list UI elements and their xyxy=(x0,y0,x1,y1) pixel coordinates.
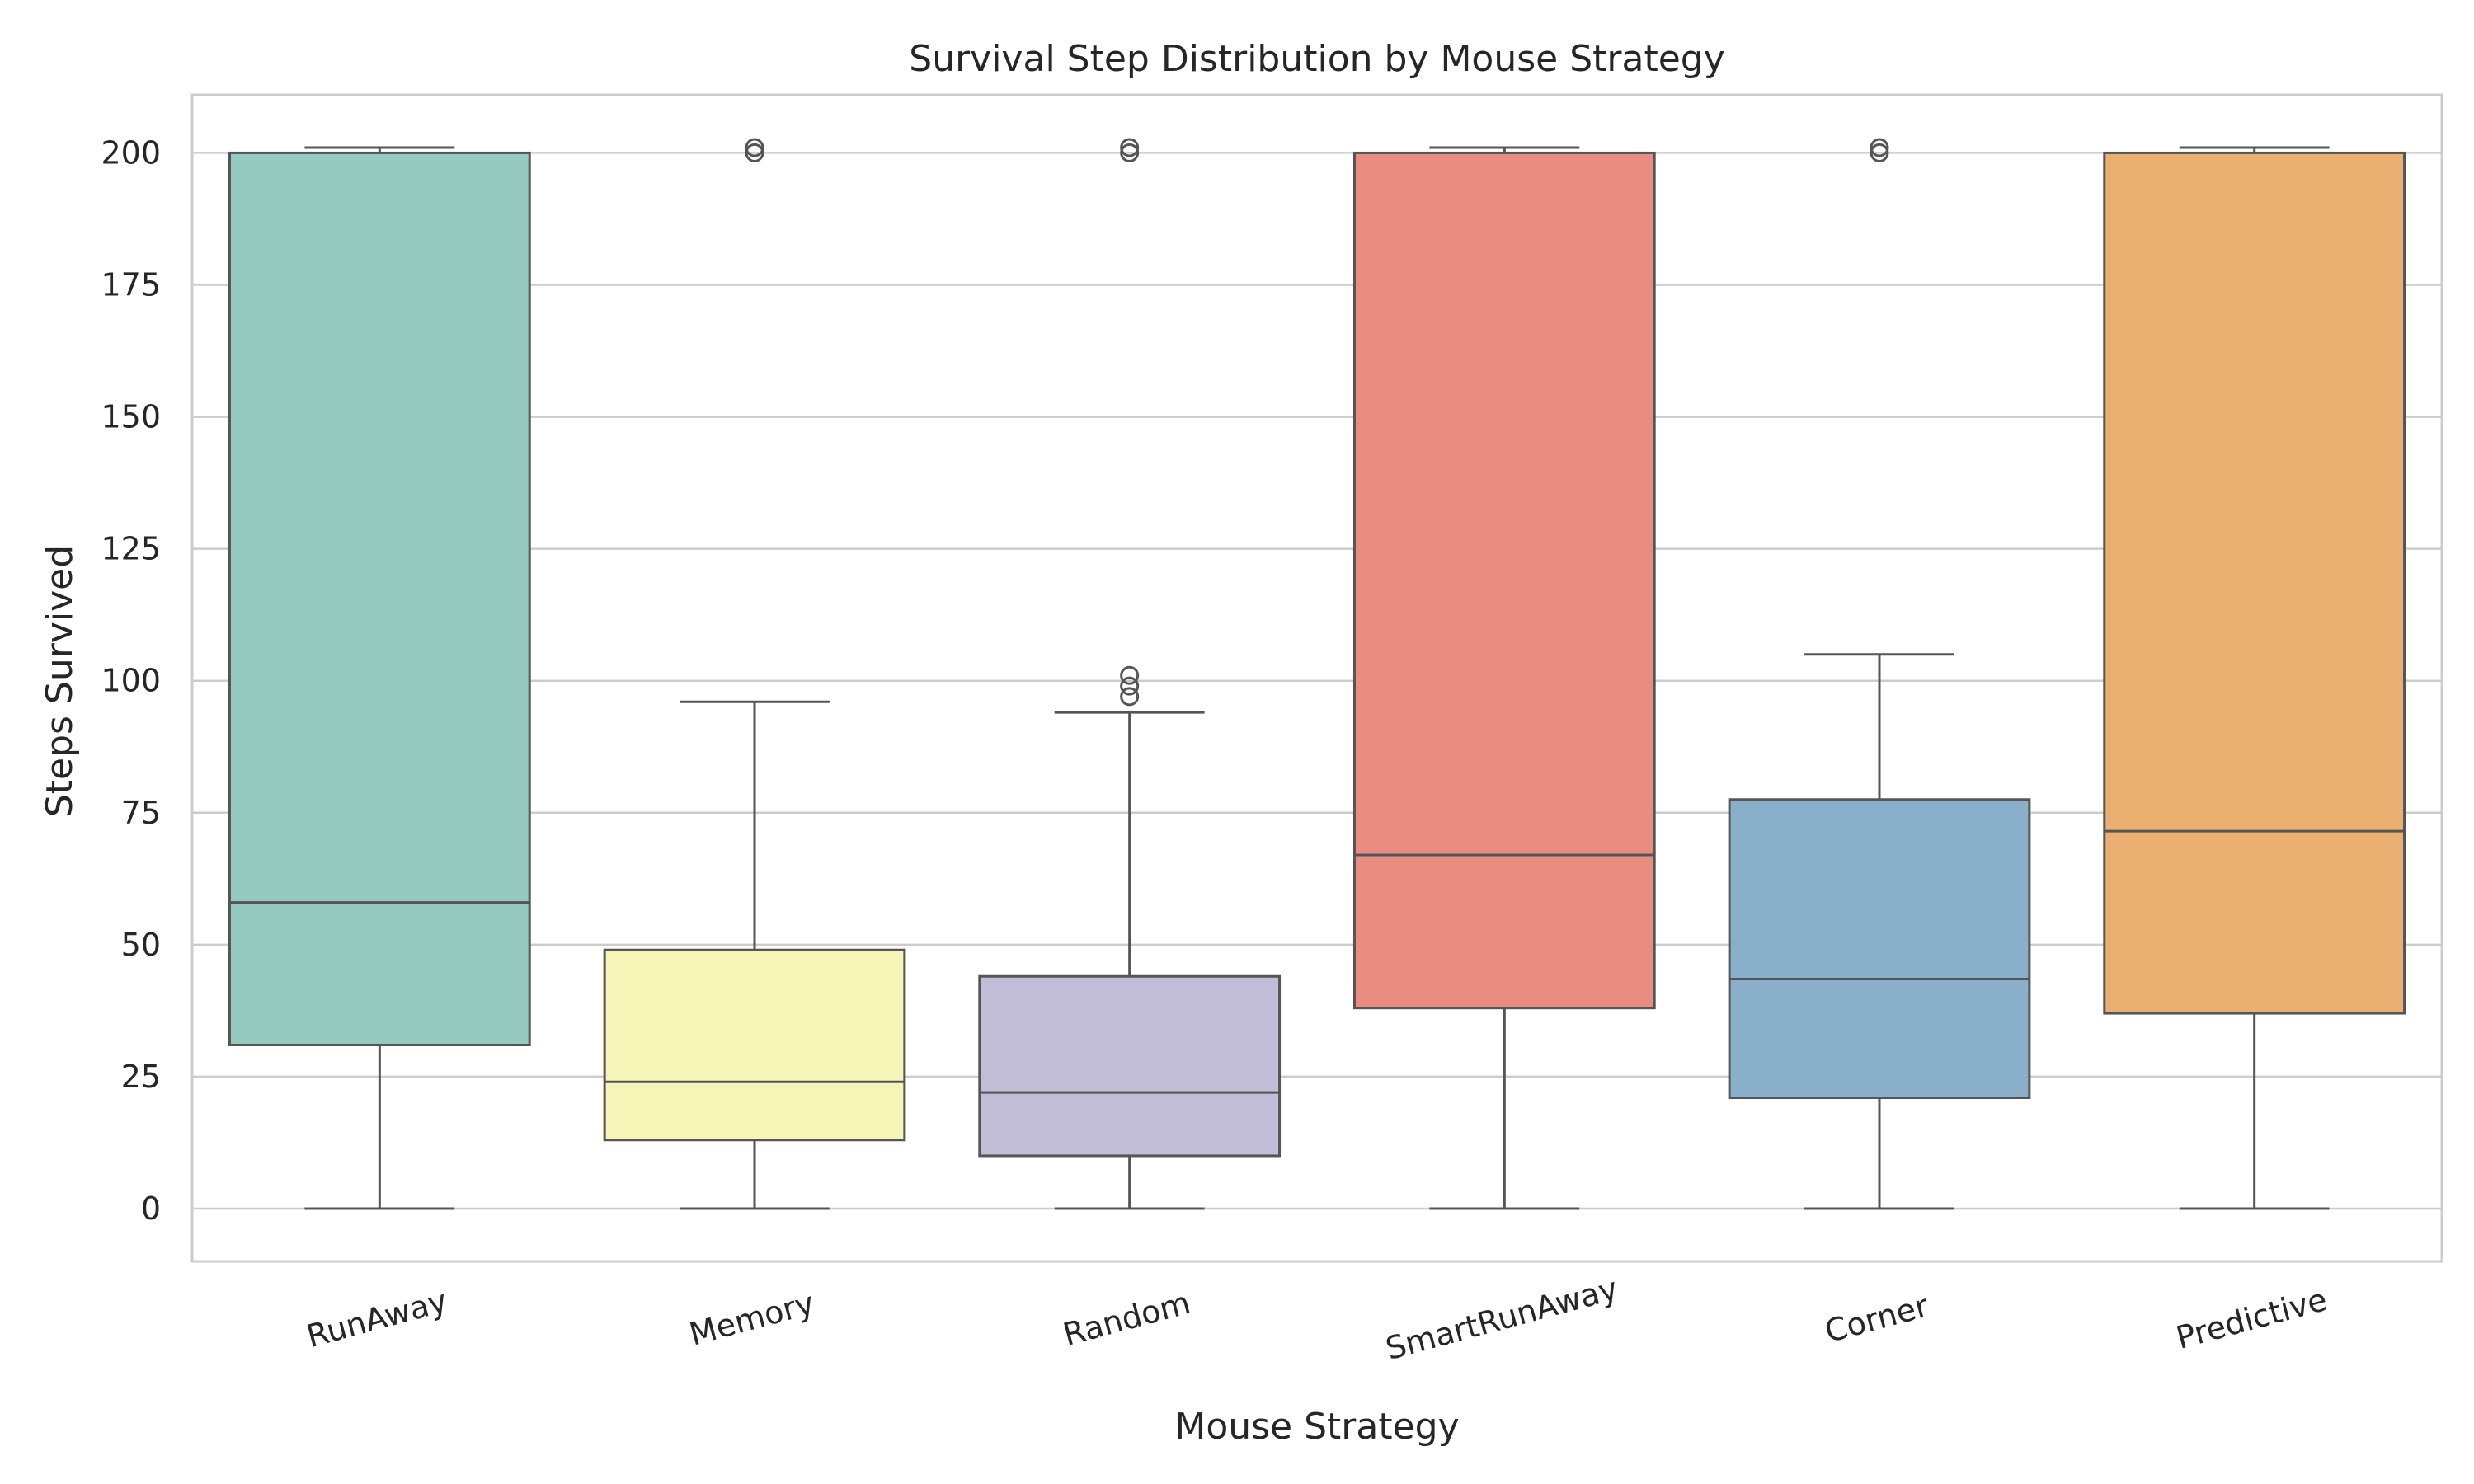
box-iqr xyxy=(2103,151,2406,1015)
box-group-random xyxy=(978,138,1282,1210)
box-iqr xyxy=(1352,151,1656,1010)
y-tick-label: 150 xyxy=(101,399,161,435)
x-tick-label: Memory xyxy=(685,1284,818,1353)
box-iqr xyxy=(978,974,1282,1158)
box-iqr xyxy=(1728,798,2031,1100)
outlier-point xyxy=(745,138,764,157)
box-group-predictive xyxy=(2103,146,2406,1210)
outlier-point xyxy=(1120,687,1140,707)
outlier-point xyxy=(1120,138,1140,157)
chart-title: Survival Step Distribution by Mouse Stra… xyxy=(909,38,1724,80)
y-tick-label: 75 xyxy=(121,795,161,831)
plot-frame xyxy=(190,93,2443,1263)
x-tick-label: Random xyxy=(1060,1284,1194,1353)
x-tick-label: Predictive xyxy=(2172,1281,2331,1356)
y-tick-label: 25 xyxy=(121,1059,161,1095)
y-tick-label: 50 xyxy=(121,927,161,963)
box-group-memory xyxy=(603,138,906,1210)
x-axis-label: Mouse Strategy xyxy=(1174,1406,1459,1448)
y-tick-label: 125 xyxy=(101,531,161,567)
x-tick-label: SmartRunAway xyxy=(1382,1270,1622,1367)
box-group-smartrunaway xyxy=(1352,146,1656,1210)
y-tick-label: 200 xyxy=(101,134,161,171)
x-tick-label: RunAway xyxy=(303,1283,451,1355)
outlier-point xyxy=(1120,676,1140,696)
y-tick-label: 0 xyxy=(141,1190,161,1227)
x-tick-labels: RunAway Memory Random SmartRunAway Corner Pre… xyxy=(303,1270,2331,1367)
y-tick-label: 100 xyxy=(101,663,161,699)
outlier-point xyxy=(1870,138,1889,157)
grid-lines xyxy=(192,152,2442,1210)
y-tick-label: 175 xyxy=(101,266,161,303)
box-iqr xyxy=(603,948,906,1142)
box-iqr xyxy=(228,151,531,1046)
x-tick-label: Corner xyxy=(1821,1288,1932,1350)
y-tick-labels: 0 25 50 75 100 125 150 175 200 xyxy=(101,134,161,1227)
outlier-point xyxy=(1120,143,1140,162)
y-axis-label: Steps Survived xyxy=(39,545,81,817)
outlier-point xyxy=(745,143,764,162)
outlier-point xyxy=(1120,665,1140,685)
boxes-layer xyxy=(228,138,2406,1210)
box-group-corner xyxy=(1728,138,2031,1210)
outlier-point xyxy=(1870,143,1889,162)
box-group-runaway xyxy=(228,146,531,1210)
